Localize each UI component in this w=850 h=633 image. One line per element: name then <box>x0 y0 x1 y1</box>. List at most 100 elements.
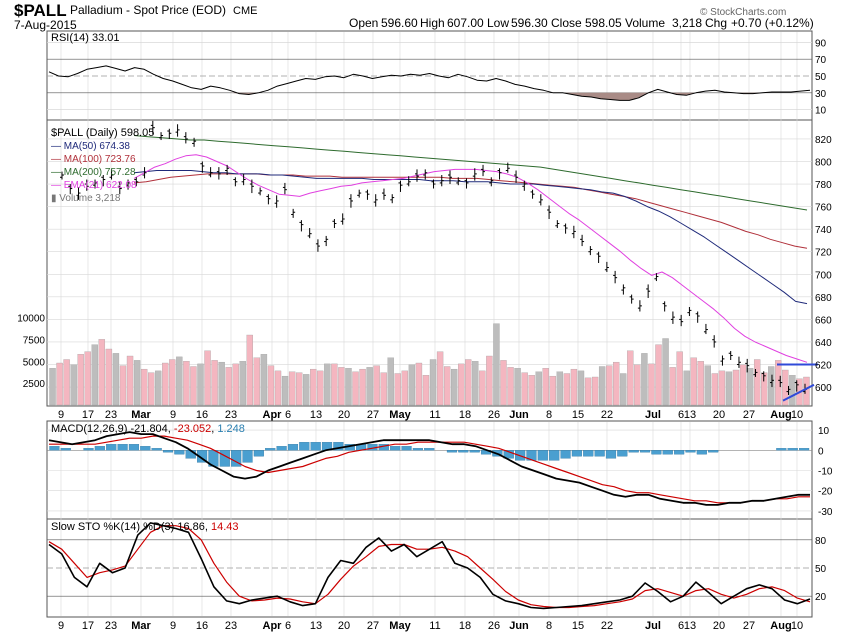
volume-bar-81 <box>620 373 627 406</box>
volume-bar-100 <box>753 359 761 406</box>
price-panel-frame <box>46 119 813 407</box>
low-label: Low <box>487 16 509 30</box>
volume-bar-19 <box>183 361 190 406</box>
volume-bar-24 <box>218 361 225 406</box>
y-axis-ticks: 9070503010820800780760740720700680660640… <box>17 38 833 603</box>
volume-bar-7 <box>98 339 106 406</box>
price-tick-720: 720 <box>815 248 832 259</box>
x-tick-label-5: 16 <box>196 409 208 421</box>
macd-histogram-bar-37 <box>469 450 480 453</box>
volume-bar-78 <box>598 366 606 406</box>
macd-histogram-bar-46 <box>571 450 582 457</box>
rsi-legend-value: 33.01 <box>92 32 120 44</box>
volume-bar-68 <box>528 375 535 406</box>
volume-bar-66 <box>514 368 521 406</box>
instrument-name: Palladium - Spot Price (EOD) <box>70 3 226 17</box>
volume-bar-51 <box>408 364 416 406</box>
x-tick-label-lower-13: 11 <box>429 620 440 632</box>
volume-bar-90 <box>683 370 690 406</box>
volume-bar-64 <box>500 360 507 406</box>
x-tick-label-lower-0: 9 <box>58 620 64 632</box>
x-tick-label-12: May <box>389 409 411 421</box>
rsi-legend: RSI(14) 33.01 <box>51 32 120 44</box>
x-tick-label-8: 6 <box>285 409 291 421</box>
x-tick-label-26: 10 <box>791 409 803 421</box>
volume-bar-60 <box>472 361 479 406</box>
price-tick-760: 760 <box>815 203 832 214</box>
volume-bar-17 <box>169 359 176 406</box>
x-tick-label-lower-21: 6 <box>678 620 684 632</box>
volume-bar-14 <box>147 372 155 406</box>
price-tick-600: 600 <box>815 383 832 394</box>
volume-bar-105 <box>789 375 796 406</box>
macd-histogram-bar-50 <box>617 450 628 457</box>
volume-bar-16 <box>162 362 169 406</box>
ma200-legend: — MA(200) 757.28 <box>51 167 136 178</box>
macd-tick-10: 10 <box>818 426 830 437</box>
macd-plot <box>48 431 810 506</box>
macd-histogram-bar-64 <box>776 448 787 451</box>
symbol-title: $PALL <box>14 1 67 20</box>
sto-tick-80: 80 <box>815 536 827 547</box>
volume-bar-12 <box>133 360 141 406</box>
sto-k-line <box>48 522 811 610</box>
volume-bar-57 <box>450 368 458 406</box>
macd-histogram-bar-1 <box>60 448 71 451</box>
x-tick-label-21: 6 <box>678 409 684 421</box>
x-tick-label-lower-1: 17 <box>82 620 94 632</box>
close-value: 598.05 <box>585 16 622 30</box>
volume-bar-63 <box>493 323 500 406</box>
volume-bar-33 <box>281 375 289 406</box>
volume-bar-61 <box>479 370 486 406</box>
volume-bar-18 <box>176 356 183 406</box>
x-tick-label-lower-19: 22 <box>601 620 613 632</box>
volume-bar-107 <box>803 376 810 406</box>
volume-bar-10 <box>119 365 127 406</box>
volume-bar-97 <box>732 369 740 406</box>
volume-bar-96 <box>725 371 733 406</box>
volume-bar-35 <box>295 372 303 406</box>
macd-histogram-bar-6 <box>117 444 128 451</box>
macd-histogram-bar-4 <box>94 446 105 451</box>
volume-bar-77 <box>591 376 599 406</box>
macd-histogram-bar-10 <box>162 450 174 453</box>
macd-histogram-bar-66 <box>798 448 810 451</box>
price-tick-800: 800 <box>815 157 832 168</box>
volume-bar-93 <box>704 365 712 406</box>
macd-tick-0: 0 <box>818 446 824 457</box>
x-tick-label-0: 9 <box>58 409 64 421</box>
volume-bar-36 <box>303 374 310 406</box>
x-tick-label-19: 22 <box>601 409 613 421</box>
sto-d-line <box>48 525 811 609</box>
x-tick-label-24: 27 <box>743 409 755 421</box>
volume-bar-91 <box>690 357 697 406</box>
volume-bar-72 <box>556 371 564 406</box>
price-tick-680: 680 <box>815 293 832 304</box>
macd-histogram-bar-43 <box>537 450 548 461</box>
macd-histogram-bar-54 <box>662 450 673 455</box>
x-tick-label-22: 13 <box>684 409 696 421</box>
volume-bar-29 <box>253 357 261 406</box>
rsi-tick-50: 50 <box>815 72 827 83</box>
volume-bar-21 <box>197 363 204 406</box>
x-tick-label-lower-16: Jun <box>509 620 529 632</box>
macd-histogram-bar-11 <box>174 450 185 455</box>
x-tick-label-lower-25: Aug <box>770 620 791 632</box>
volume-bar-47 <box>380 372 387 406</box>
macd-histogram-bar-33 <box>424 448 435 451</box>
volume-bar-50 <box>401 370 409 406</box>
volume-bar-82 <box>627 350 634 406</box>
volume-tick-10000: 10000 <box>17 314 45 325</box>
volume-bar-84 <box>641 353 648 406</box>
volume-bar-38 <box>317 370 324 406</box>
macd-histogram-bar-25 <box>333 442 344 451</box>
x-tick-label-3: Mar <box>131 409 151 421</box>
volume-bar-56 <box>443 366 451 406</box>
x-tick-label-7: Apr <box>263 409 283 421</box>
volume-bar-20 <box>190 366 197 406</box>
volume-bar-62 <box>486 355 493 406</box>
macd-histogram-bar-40 <box>503 450 514 459</box>
macd-histogram-bar-5 <box>106 444 117 451</box>
volume-bar-39 <box>324 363 331 406</box>
rsi-tick-90: 90 <box>815 38 827 49</box>
